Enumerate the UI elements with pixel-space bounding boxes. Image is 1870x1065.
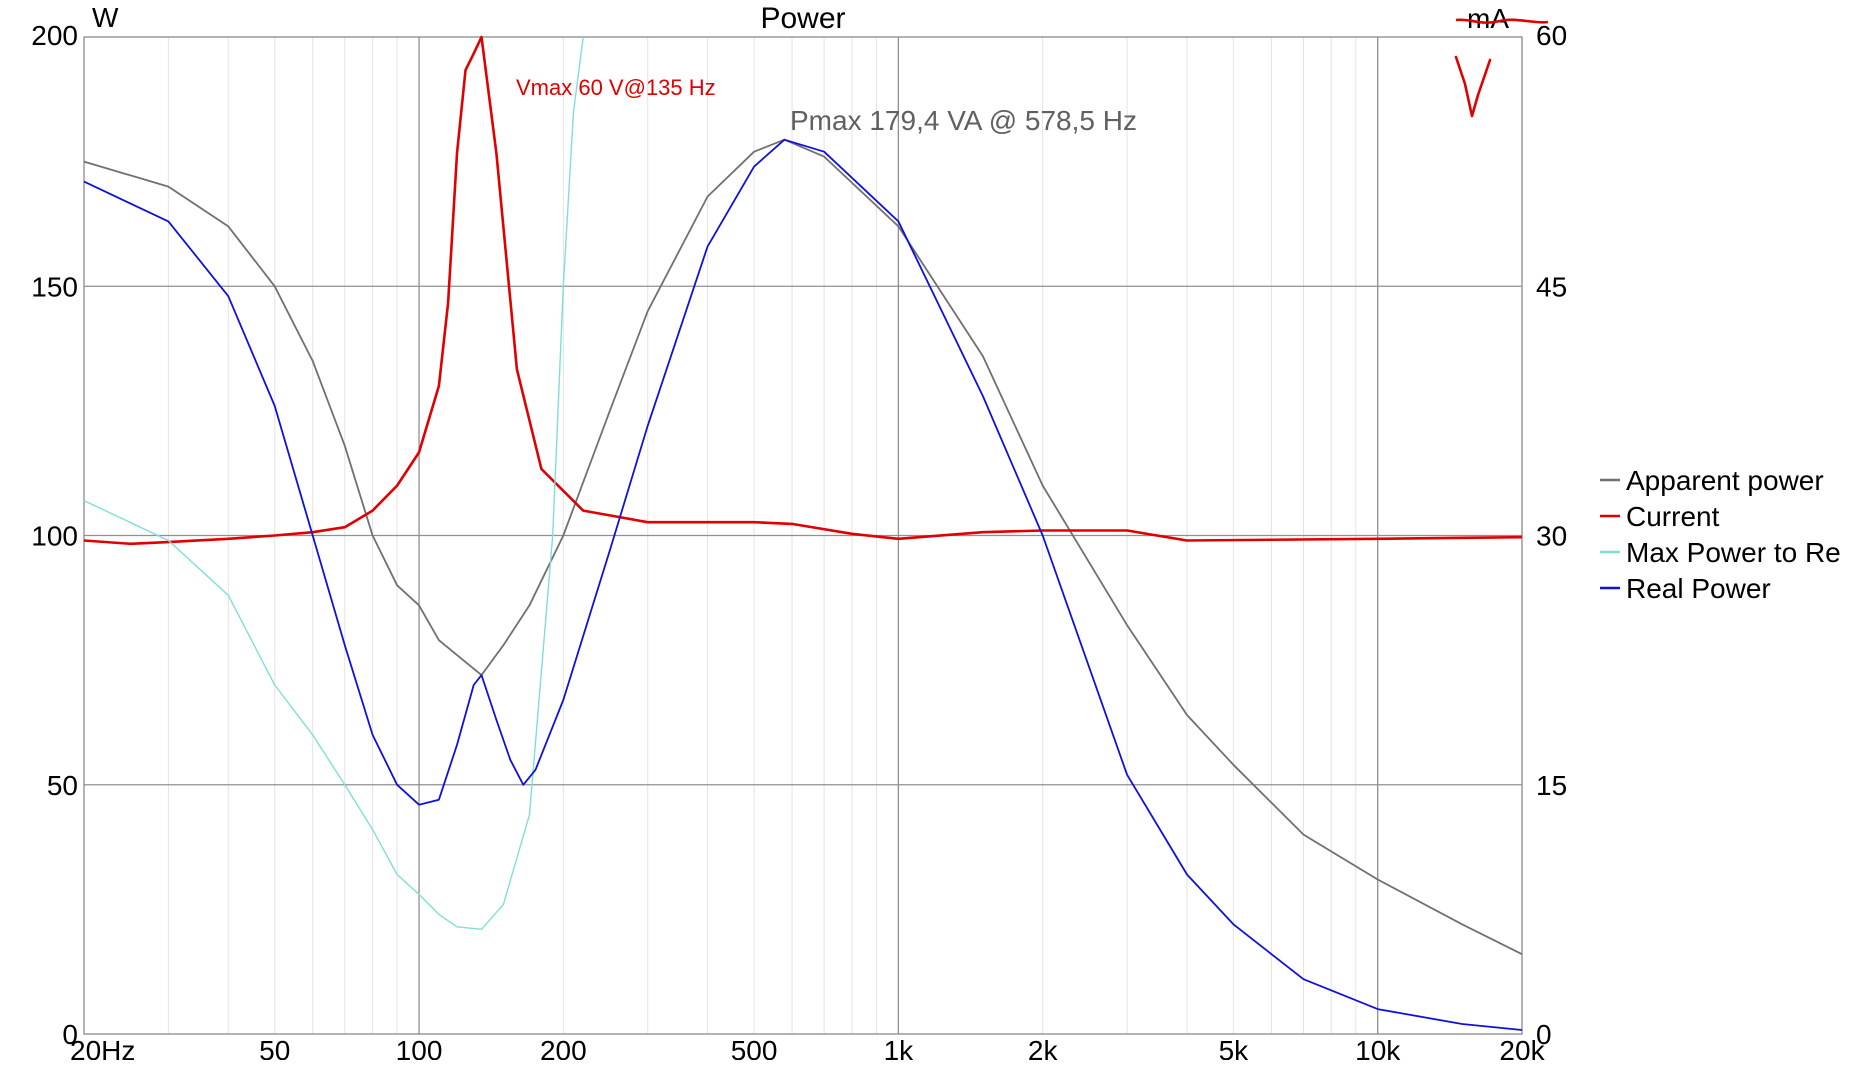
x-tick-label: 200 [540, 1035, 587, 1060]
y-right-tick-label: 30 [1536, 521, 1567, 552]
y-right-tick-label: 45 [1536, 271, 1567, 302]
annotations: Vmax 60 V@135 Hz Pmax 179,4 VA @ 578,5 Hz [516, 75, 1137, 136]
y-left-tick-label: 100 [31, 521, 78, 552]
legend-label: Current [1626, 501, 1720, 532]
y-right-tick-label: 60 [1536, 20, 1567, 51]
series-line-apparent-power [83, 138, 1523, 956]
x-tick-label: 1k [884, 1035, 915, 1060]
x-tick-label: 5k [1219, 1035, 1250, 1060]
series-line-current [83, 35, 1523, 546]
grid [83, 37, 1523, 1034]
legend-label: Max Power to Re [1626, 537, 1841, 568]
chart-title: Power [760, 2, 845, 35]
series-lines [83, 35, 1523, 1031]
y-left-tick-label: 200 [31, 20, 78, 51]
plot-border [83, 36, 1523, 1035]
x-tick-label: 20Hz [70, 1035, 135, 1060]
legend: Apparent power Current Max Power to Re Real… [1600, 465, 1841, 604]
y-left-unit: W [92, 2, 119, 33]
tick-labels: 20Hz 50 100 200 500 1k 2k 5k 10k 20k0501001502000… [31, 2, 1567, 1065]
y-right-tick-label: 0 [1536, 1019, 1552, 1050]
y-right-unit: mA [1467, 3, 1509, 34]
series-line-max-power-to-re [83, 36, 584, 930]
handwritten-unit-v [1454, 55, 1492, 118]
series-line-real-power [83, 138, 1523, 1031]
x-tick-label: 500 [731, 1035, 778, 1060]
plot-frame [83, 36, 1523, 1035]
y-left-tick-label: 150 [31, 271, 78, 302]
unit-strikethrough [1455, 18, 1549, 24]
annotation-pmax: Pmax 179,4 VA @ 578,5 Hz [790, 105, 1137, 136]
x-tick-label: 2k [1028, 1035, 1059, 1060]
legend-label: Real Power [1626, 573, 1771, 604]
y-right-tick-label: 15 [1536, 770, 1567, 801]
annotation-vmax: Vmax 60 V@135 Hz [516, 75, 716, 100]
x-tick-label: 100 [396, 1035, 443, 1060]
legend-label: Apparent power [1626, 465, 1824, 496]
y-left-tick-label: 0 [62, 1019, 78, 1050]
x-tick-label: 50 [259, 1035, 290, 1060]
y-left-tick-label: 50 [47, 770, 78, 801]
x-tick-label: 10k [1355, 1035, 1401, 1060]
